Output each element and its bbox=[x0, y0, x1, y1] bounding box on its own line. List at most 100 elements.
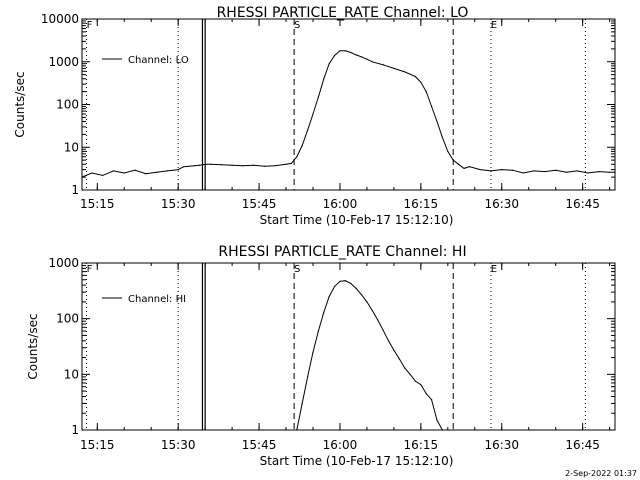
data-point bbox=[404, 71, 406, 73]
data-point bbox=[296, 429, 298, 431]
event-marker-label: E bbox=[491, 264, 497, 275]
data-point bbox=[441, 429, 444, 431]
data-point bbox=[436, 120, 438, 123]
data-point bbox=[301, 144, 303, 147]
data-point bbox=[344, 280, 346, 282]
data-point bbox=[431, 105, 433, 108]
y-tick-label: 1 bbox=[71, 423, 79, 437]
timestamp: 2-Sep-2022 01:37 bbox=[565, 469, 637, 478]
data-point bbox=[614, 171, 616, 173]
data-point bbox=[339, 280, 341, 282]
data-point bbox=[166, 170, 168, 172]
data-point bbox=[145, 173, 147, 175]
data-point bbox=[328, 63, 330, 65]
data-point bbox=[296, 156, 298, 158]
data-point bbox=[102, 174, 104, 176]
x-tick-label: 15:15 bbox=[80, 438, 115, 452]
x-axis-label: Start Time (10-Feb-17 15:12:10) bbox=[260, 213, 454, 227]
data-point bbox=[112, 170, 115, 172]
data-point bbox=[290, 162, 293, 164]
data-point bbox=[182, 166, 185, 168]
y-tick-label: 100 bbox=[56, 312, 79, 326]
y-tick-label: 10 bbox=[64, 140, 79, 154]
x-tick-label: 16:45 bbox=[565, 438, 600, 452]
series-line-channel-hi bbox=[296, 280, 443, 431]
event-marker-label: F bbox=[87, 20, 93, 31]
data-point bbox=[587, 172, 589, 174]
data-point bbox=[511, 169, 514, 171]
x-axis-label: Start Time (10-Feb-17 15:12:10) bbox=[260, 454, 454, 468]
y-tick-label: 100 bbox=[56, 98, 79, 112]
data-point bbox=[382, 64, 384, 66]
data-point bbox=[436, 419, 438, 421]
data-point bbox=[323, 311, 325, 313]
data-point bbox=[333, 54, 336, 57]
chart-title: RHESSI PARTICLE_RATE Channel: HI bbox=[218, 244, 466, 260]
y-tick-label: 10000 bbox=[41, 12, 79, 26]
event-marker-label: E bbox=[491, 20, 497, 31]
data-point bbox=[468, 166, 470, 168]
data-point bbox=[609, 171, 611, 173]
x-tick-label: 16:00 bbox=[323, 197, 358, 211]
data-point bbox=[156, 171, 158, 173]
legend-label: Channel: HI bbox=[128, 294, 186, 305]
x-tick-label: 16:30 bbox=[484, 197, 519, 211]
x-tick-label: 15:45 bbox=[242, 438, 277, 452]
data-point bbox=[441, 136, 444, 138]
y-tick-label: 1000 bbox=[48, 55, 79, 69]
data-point bbox=[409, 373, 411, 375]
data-point bbox=[301, 402, 303, 405]
data-point bbox=[377, 319, 379, 321]
x-tick-label: 15:45 bbox=[242, 197, 277, 211]
plot-frame bbox=[81, 262, 616, 431]
data-point bbox=[501, 169, 503, 171]
data-point bbox=[344, 50, 346, 52]
y-tick-label: 10 bbox=[64, 367, 79, 381]
event-marker-label: S bbox=[294, 20, 300, 31]
data-point bbox=[447, 150, 449, 152]
data-point bbox=[414, 380, 417, 382]
data-point bbox=[533, 170, 535, 172]
data-point bbox=[81, 176, 83, 178]
y-axis-label: Counts/sec bbox=[26, 313, 40, 379]
data-point bbox=[398, 358, 400, 360]
event-marker-label: F bbox=[87, 264, 93, 275]
data-point bbox=[323, 78, 325, 80]
data-point bbox=[134, 169, 136, 171]
data-point bbox=[479, 169, 481, 171]
data-point bbox=[339, 50, 341, 52]
data-point bbox=[371, 61, 373, 63]
data-point bbox=[263, 165, 266, 167]
data-point bbox=[555, 169, 557, 171]
data-point bbox=[355, 287, 357, 289]
x-tick-label: 15:30 bbox=[161, 197, 196, 211]
data-point bbox=[350, 51, 352, 54]
x-tick-label: 16:00 bbox=[323, 438, 358, 452]
data-point bbox=[420, 81, 422, 83]
data-point bbox=[393, 67, 395, 69]
data-point bbox=[204, 163, 206, 165]
data-point bbox=[91, 172, 93, 174]
data-point bbox=[355, 54, 357, 56]
data-point bbox=[193, 165, 195, 167]
data-point bbox=[274, 165, 276, 167]
x-tick-label: 16:15 bbox=[404, 197, 439, 211]
series-line-channel-lo bbox=[81, 50, 615, 178]
data-point bbox=[242, 165, 244, 167]
legend-label: Channel: LO bbox=[128, 55, 189, 66]
data-point bbox=[360, 294, 363, 296]
data-point bbox=[123, 172, 125, 174]
y-tick-label: 1000 bbox=[48, 256, 79, 270]
data-point bbox=[312, 113, 314, 115]
data-point bbox=[312, 351, 314, 353]
data-point bbox=[565, 171, 568, 173]
data-point bbox=[350, 282, 352, 285]
event-marker-label: S bbox=[294, 264, 300, 275]
data-point bbox=[333, 285, 336, 287]
data-point bbox=[285, 163, 287, 165]
y-axis-label: Counts/sec bbox=[13, 71, 27, 137]
data-point bbox=[371, 309, 373, 312]
data-point bbox=[490, 170, 492, 172]
chart-title: RHESSI PARTICLE_RATE Channel: LO bbox=[217, 5, 469, 21]
